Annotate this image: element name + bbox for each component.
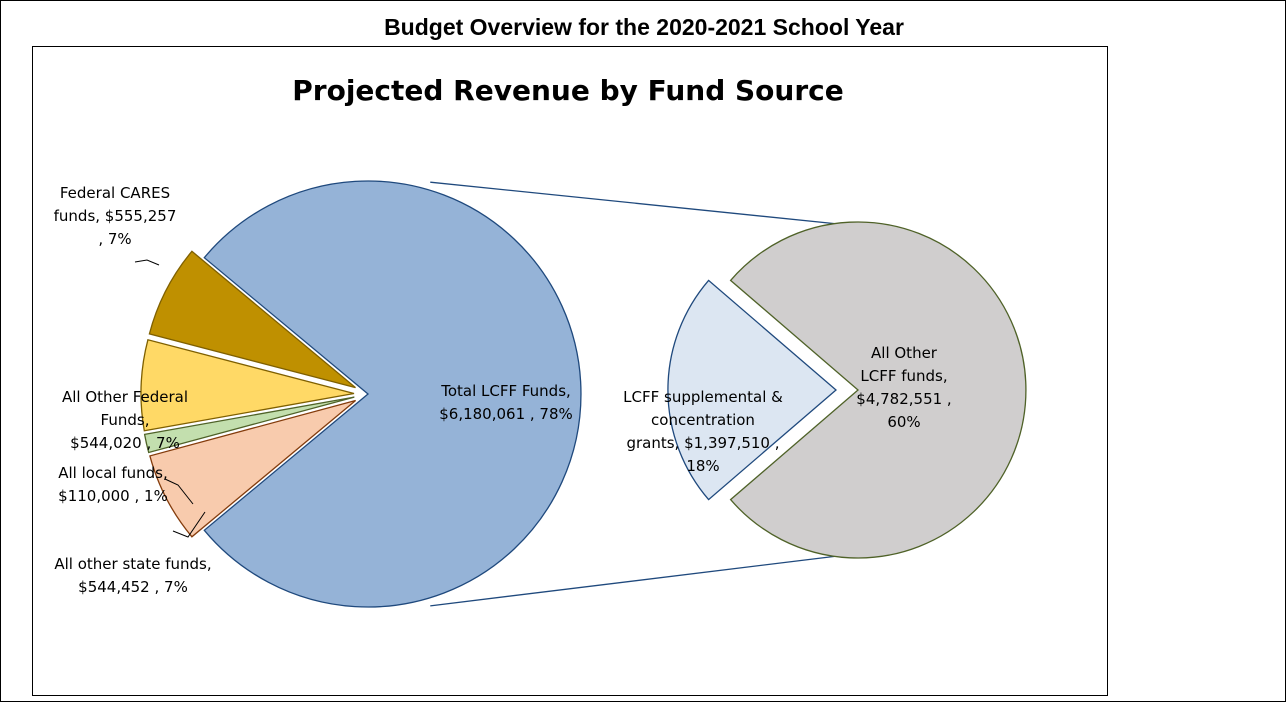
pie-of-pie-chart: Projected Revenue by Fund Source Total L… <box>54 74 1027 608</box>
secondary-pie <box>667 221 1027 559</box>
connector-line-bottom <box>430 555 835 607</box>
data-labels: Total LCFF Funds, $6,180,061 , 78% All oth… <box>54 184 952 596</box>
data-label-total-lcff-funds: Total LCFF Funds, $6,180,061 , 78% <box>439 382 573 423</box>
slice-total-lcff-funds <box>203 180 582 608</box>
slice-federal-cares-funds <box>148 250 356 389</box>
chart-title: Projected Revenue by Fund Source <box>292 74 843 107</box>
slice-all-other-state-funds <box>149 399 357 538</box>
pie-connector-lines <box>430 181 835 607</box>
page-header-title: Budget Overview for the 2020-2021 School… <box>384 14 904 40</box>
slice-all-local-funds <box>143 396 355 454</box>
leader-line-federal-cares-funds <box>134 259 160 266</box>
slice-all-other-lcff-funds <box>729 221 1027 559</box>
leader-line-all-other-state-funds <box>172 511 206 538</box>
main-pie <box>140 180 582 608</box>
data-label-all-other-federal-funds: All Other Federal Funds, $544,020 , 7% <box>62 388 188 452</box>
data-label-all-other-lcff-funds: All Other LCFF funds, $4,782,551 , 60% <box>856 344 951 431</box>
data-label-all-local-funds: All local funds, $110,000 , 1% <box>58 464 168 505</box>
slice-all-other-federal-funds <box>140 339 355 432</box>
data-label-lcff-supplemental-and-concentration-grants: LCFF supplemental & concentration grants, … <box>623 388 783 475</box>
leader-line-all-local-funds <box>164 478 194 505</box>
chart-area: Projected Revenue by Fund Source Total L… <box>32 46 1108 696</box>
leader-lines <box>134 259 206 538</box>
data-label-federal-cares-funds: Federal CARES funds, $555,257, 7% <box>54 184 177 248</box>
connector-line-top <box>430 181 835 225</box>
data-label-all-other-state-funds: All other state funds, $544,452 , 7% <box>54 555 211 596</box>
slice-lcff-supplemental-and-concentration-grants <box>667 279 837 501</box>
